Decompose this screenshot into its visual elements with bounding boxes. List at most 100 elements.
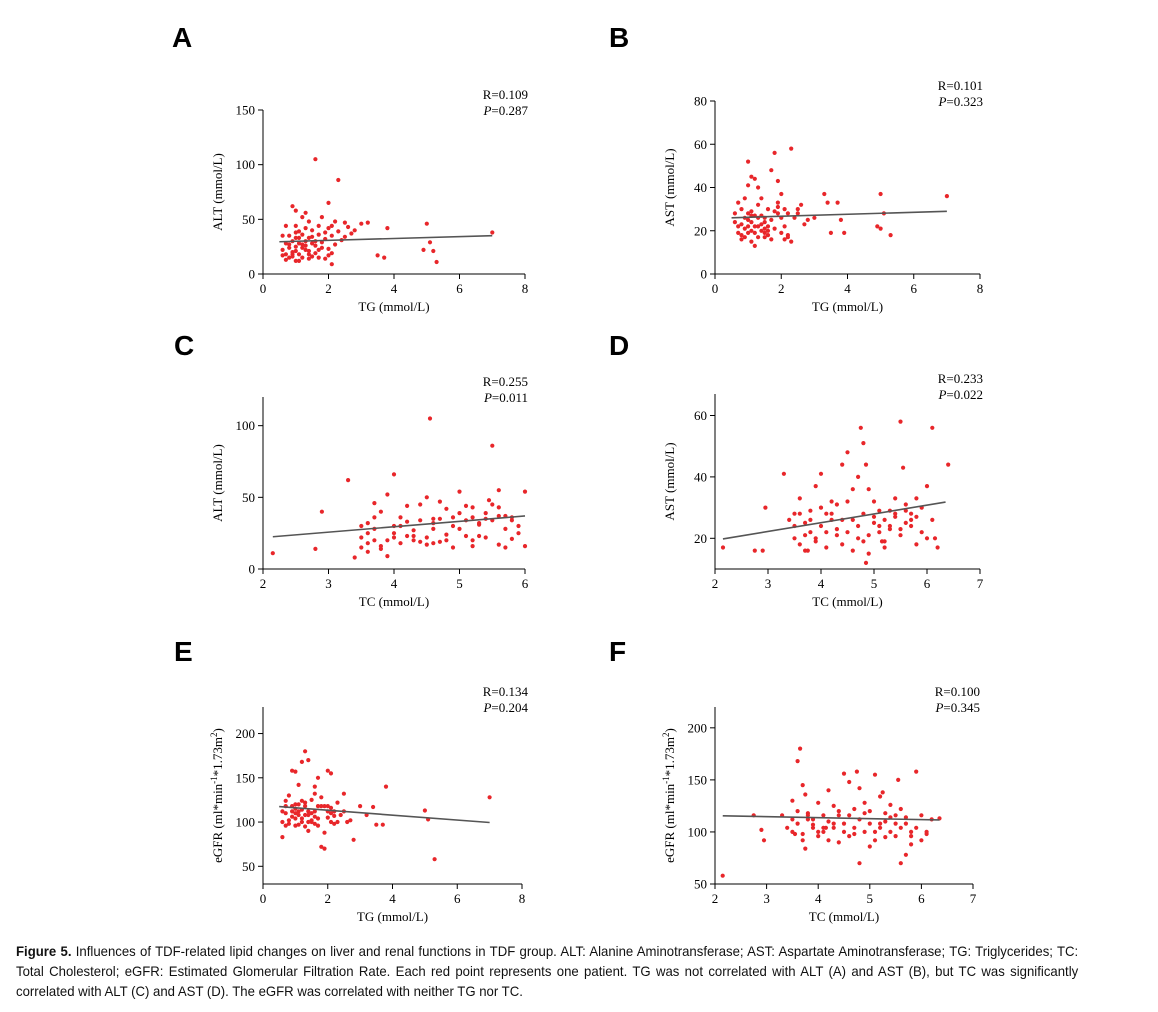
- data-point-a: [313, 251, 318, 256]
- r-value-c: R=0.255: [483, 374, 528, 389]
- data-point-e: [283, 811, 288, 816]
- data-point-b: [795, 207, 800, 212]
- data-point-c: [385, 538, 390, 543]
- x-tick-label-e: 6: [454, 891, 461, 906]
- data-point-d: [903, 502, 908, 507]
- data-point-d: [882, 517, 887, 523]
- data-point-f: [810, 825, 816, 830]
- y-axis-label-a: ALT (mmol/L): [210, 153, 225, 231]
- data-point-b: [756, 224, 761, 229]
- data-point-b: [792, 215, 797, 220]
- r-value-d: R=0.233: [938, 371, 983, 386]
- data-point-b: [842, 230, 847, 235]
- y-axis-label-part: -1: [209, 776, 219, 784]
- data-point-a: [296, 241, 302, 246]
- data-point-d: [863, 462, 869, 467]
- data-point-f: [836, 809, 841, 814]
- data-point-a: [287, 242, 292, 247]
- data-point-c: [457, 510, 462, 516]
- data-point-d: [898, 527, 903, 532]
- data-point-d: [845, 450, 850, 455]
- data-point-b: [782, 207, 787, 212]
- data-point-b: [759, 222, 764, 227]
- data-point-a: [280, 247, 285, 252]
- data-point-c: [405, 519, 410, 524]
- data-point-f: [893, 821, 898, 826]
- data-point-d: [763, 505, 768, 510]
- data-point-f: [795, 809, 800, 814]
- x-axis-label-b: TG (mmol/L): [812, 299, 883, 314]
- data-point-a: [342, 220, 347, 225]
- y-tick-label-b: 60: [694, 137, 707, 152]
- p-number: =0.011: [492, 390, 528, 405]
- p-number: =0.287: [491, 103, 528, 118]
- data-point-b: [838, 217, 844, 222]
- data-point-e: [283, 823, 288, 828]
- data-point-c: [431, 526, 436, 532]
- y-tick-label-e: 150: [236, 770, 256, 785]
- data-point-f: [880, 790, 885, 795]
- data-point-d: [871, 520, 877, 526]
- data-point-e: [296, 782, 301, 788]
- data-point-d: [909, 511, 914, 516]
- data-point-c: [483, 535, 488, 540]
- data-point-c: [509, 536, 514, 542]
- data-point-a: [296, 235, 302, 240]
- data-point-a: [287, 245, 292, 250]
- y-axis-label-part: *1.73m: [662, 737, 677, 776]
- data-point-b: [785, 211, 791, 216]
- data-point-a: [283, 252, 288, 257]
- data-point-f: [800, 831, 805, 837]
- data-point-b: [782, 224, 787, 229]
- p-symbol: P: [482, 103, 491, 118]
- data-point-a: [287, 255, 292, 260]
- data-point-c: [444, 506, 449, 511]
- data-point-a: [290, 204, 295, 209]
- data-point-b: [779, 191, 784, 197]
- data-point-e: [296, 822, 301, 827]
- panel-f: F 2 3 4 5 6 7 50 100 150 200 TC (mmol/L) eGFR (ml*mi…: [609, 636, 980, 924]
- x-tick-label-f: 5: [867, 891, 874, 906]
- data-point-d: [882, 545, 887, 550]
- data-point-c: [313, 546, 318, 552]
- p-symbol: P: [482, 700, 491, 715]
- data-point-f: [831, 821, 836, 826]
- data-point-c: [470, 538, 475, 543]
- data-point-e: [286, 818, 291, 823]
- data-point-f: [867, 821, 872, 826]
- data-point-a: [287, 233, 292, 238]
- data-point-b: [749, 220, 754, 225]
- data-point-e: [328, 811, 334, 816]
- data-point-a: [306, 235, 311, 240]
- x-tick-label-f: 6: [918, 891, 925, 906]
- data-point-d: [781, 471, 787, 476]
- data-point-d: [901, 465, 906, 470]
- data-point-a: [349, 231, 354, 236]
- data-point-c: [411, 528, 416, 533]
- data-point-d: [850, 548, 855, 553]
- data-point-c: [444, 532, 449, 537]
- data-point-b: [736, 224, 741, 229]
- data-point-f: [883, 819, 888, 824]
- data-point-c: [457, 489, 462, 494]
- data-point-f: [803, 792, 808, 797]
- data-point-a: [333, 219, 338, 224]
- p-value-a: P=0.287: [482, 103, 528, 118]
- data-point-e: [299, 819, 304, 825]
- data-point-e: [296, 812, 301, 818]
- data-point-f: [798, 746, 803, 751]
- y-axis-label-f: eGFR (ml*min-1*1.73m2): [661, 728, 677, 863]
- data-point-c: [359, 545, 364, 550]
- data-point-b: [772, 226, 777, 231]
- data-point-a: [303, 226, 308, 231]
- data-point-e: [293, 769, 298, 774]
- data-point-f: [852, 825, 857, 830]
- data-point-c: [411, 538, 416, 543]
- data-point-d: [930, 425, 935, 430]
- data-point-c: [427, 416, 433, 421]
- data-point-f: [826, 788, 831, 793]
- data-point-a: [316, 247, 321, 252]
- data-point-d: [834, 533, 840, 538]
- data-point-e: [309, 797, 314, 803]
- data-point-c: [411, 533, 416, 539]
